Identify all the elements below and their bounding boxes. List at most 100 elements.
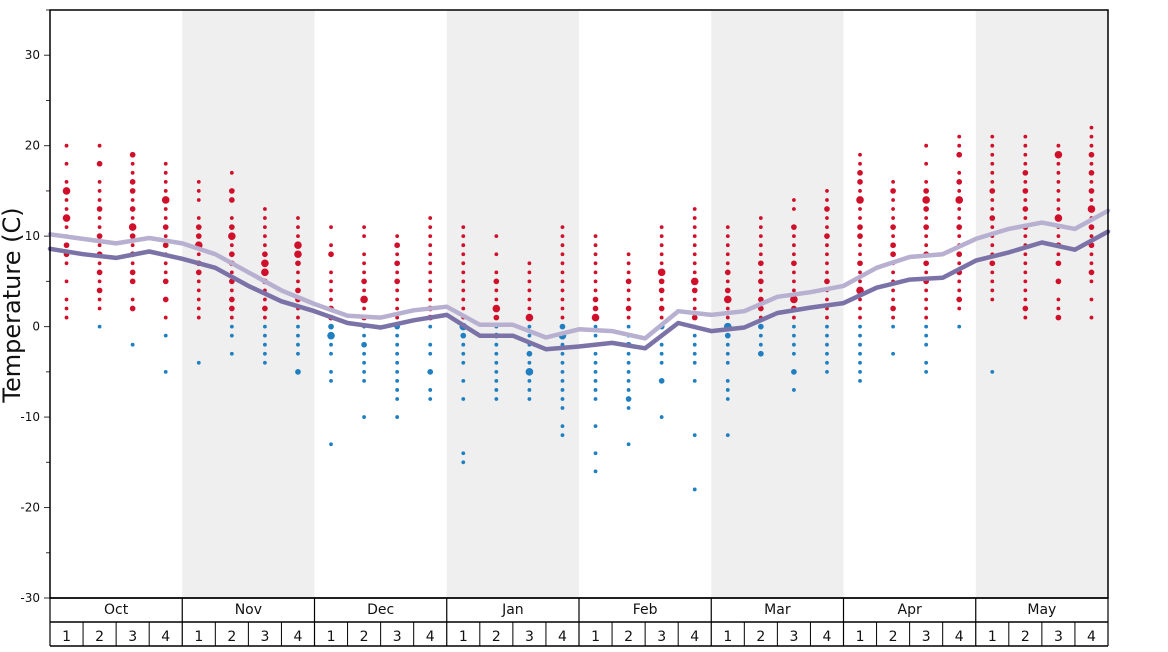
warm-dot <box>195 224 202 230</box>
warm-dot <box>858 306 862 311</box>
warm-dot <box>1055 314 1062 321</box>
warm-dot <box>196 288 201 293</box>
warm-dot <box>329 270 333 275</box>
warm-dot <box>725 279 730 284</box>
cold-dot <box>97 324 102 329</box>
lower-average-line <box>47 229 1111 352</box>
warm-dot <box>757 305 764 312</box>
cold-dot <box>494 388 499 392</box>
cold-dot <box>825 333 829 338</box>
warm-dot <box>263 234 267 239</box>
warm-dot <box>64 306 69 311</box>
warm-dot <box>428 234 433 239</box>
warm-dot <box>560 234 565 239</box>
warm-dot <box>1089 279 1094 284</box>
warm-dot <box>196 189 201 193</box>
cold-dot <box>757 323 764 330</box>
warm-dot <box>362 270 366 275</box>
warm-dot <box>428 225 433 230</box>
cold-dot <box>792 342 796 347</box>
month-label: May <box>1027 602 1056 618</box>
warm-dot <box>263 315 267 320</box>
warm-dot <box>924 315 929 320</box>
warm-dot <box>1089 179 1094 184</box>
week-label: 4 <box>955 629 964 645</box>
cold-dot <box>725 433 730 438</box>
warm-dot <box>263 216 267 220</box>
warm-dot <box>295 260 301 267</box>
warm-dot <box>1022 206 1029 212</box>
warm-dot <box>824 233 830 240</box>
warm-dot <box>825 216 829 220</box>
warm-dot <box>891 288 895 293</box>
warm-dot <box>428 261 433 266</box>
month-label: Apr <box>898 602 922 618</box>
cold-dot <box>428 397 433 401</box>
warm-dot <box>97 306 102 311</box>
warm-dot <box>725 234 730 239</box>
warm-dot <box>1089 297 1094 302</box>
warm-dot <box>62 187 71 195</box>
cold-dot <box>626 442 631 447</box>
warm-dot <box>129 188 136 194</box>
cold-dot <box>296 351 300 356</box>
warm-dot <box>890 251 896 258</box>
warm-dot <box>924 216 929 220</box>
cold-dot <box>560 406 565 410</box>
y-tick-label: 20 <box>25 139 40 153</box>
warm-dot <box>492 304 501 313</box>
warm-dot <box>163 207 168 211</box>
cold-dot <box>461 342 466 347</box>
warm-dot <box>890 242 896 249</box>
warm-dot <box>129 179 136 185</box>
warm-dot <box>924 234 929 239</box>
warm-dot <box>130 261 135 266</box>
warm-dot <box>957 306 962 311</box>
warm-dot <box>394 278 401 285</box>
week-label: 3 <box>128 629 137 645</box>
warm-dot <box>858 270 862 275</box>
warm-dot <box>1023 234 1028 239</box>
cold-dot <box>560 369 565 374</box>
cold-dot <box>658 378 665 384</box>
warm-dot <box>825 261 829 266</box>
cold-dot <box>196 360 201 365</box>
cold-dot <box>725 351 730 356</box>
cold-dot <box>692 333 697 338</box>
cold-dot <box>395 378 400 383</box>
warm-dot <box>1089 198 1094 202</box>
cold-dot <box>593 378 598 383</box>
warm-dot <box>891 297 895 302</box>
warm-dot <box>659 252 664 257</box>
warm-dot <box>328 251 334 258</box>
y-tick-label: 10 <box>25 229 40 243</box>
warm-dot <box>195 269 202 276</box>
y-tick-label: 30 <box>25 48 40 62</box>
warm-dot <box>725 315 730 320</box>
cold-dot <box>692 378 697 383</box>
week-label: 3 <box>789 629 798 645</box>
warm-dot <box>724 287 731 294</box>
cold-dot <box>593 324 598 329</box>
cold-dot <box>560 378 565 383</box>
cold-dot <box>725 342 730 347</box>
warm-dot <box>957 234 962 239</box>
warm-dot <box>64 198 69 202</box>
cold-dot <box>924 360 929 365</box>
warm-dot <box>725 252 730 257</box>
warm-dot <box>329 288 333 293</box>
warm-dot <box>1055 260 1062 267</box>
warm-dot <box>1023 134 1028 139</box>
warm-dot <box>626 252 631 257</box>
warm-dot <box>1056 161 1061 166</box>
cold-dot <box>295 368 301 375</box>
warm-dot <box>130 161 135 166</box>
cold-dot <box>792 324 796 329</box>
cold-dot <box>395 342 400 347</box>
cold-dot <box>526 350 533 357</box>
warm-dot <box>97 198 102 202</box>
cold-dot <box>461 378 466 383</box>
warm-dot <box>924 297 929 302</box>
warm-dot <box>593 261 598 266</box>
warm-dot <box>228 296 235 303</box>
